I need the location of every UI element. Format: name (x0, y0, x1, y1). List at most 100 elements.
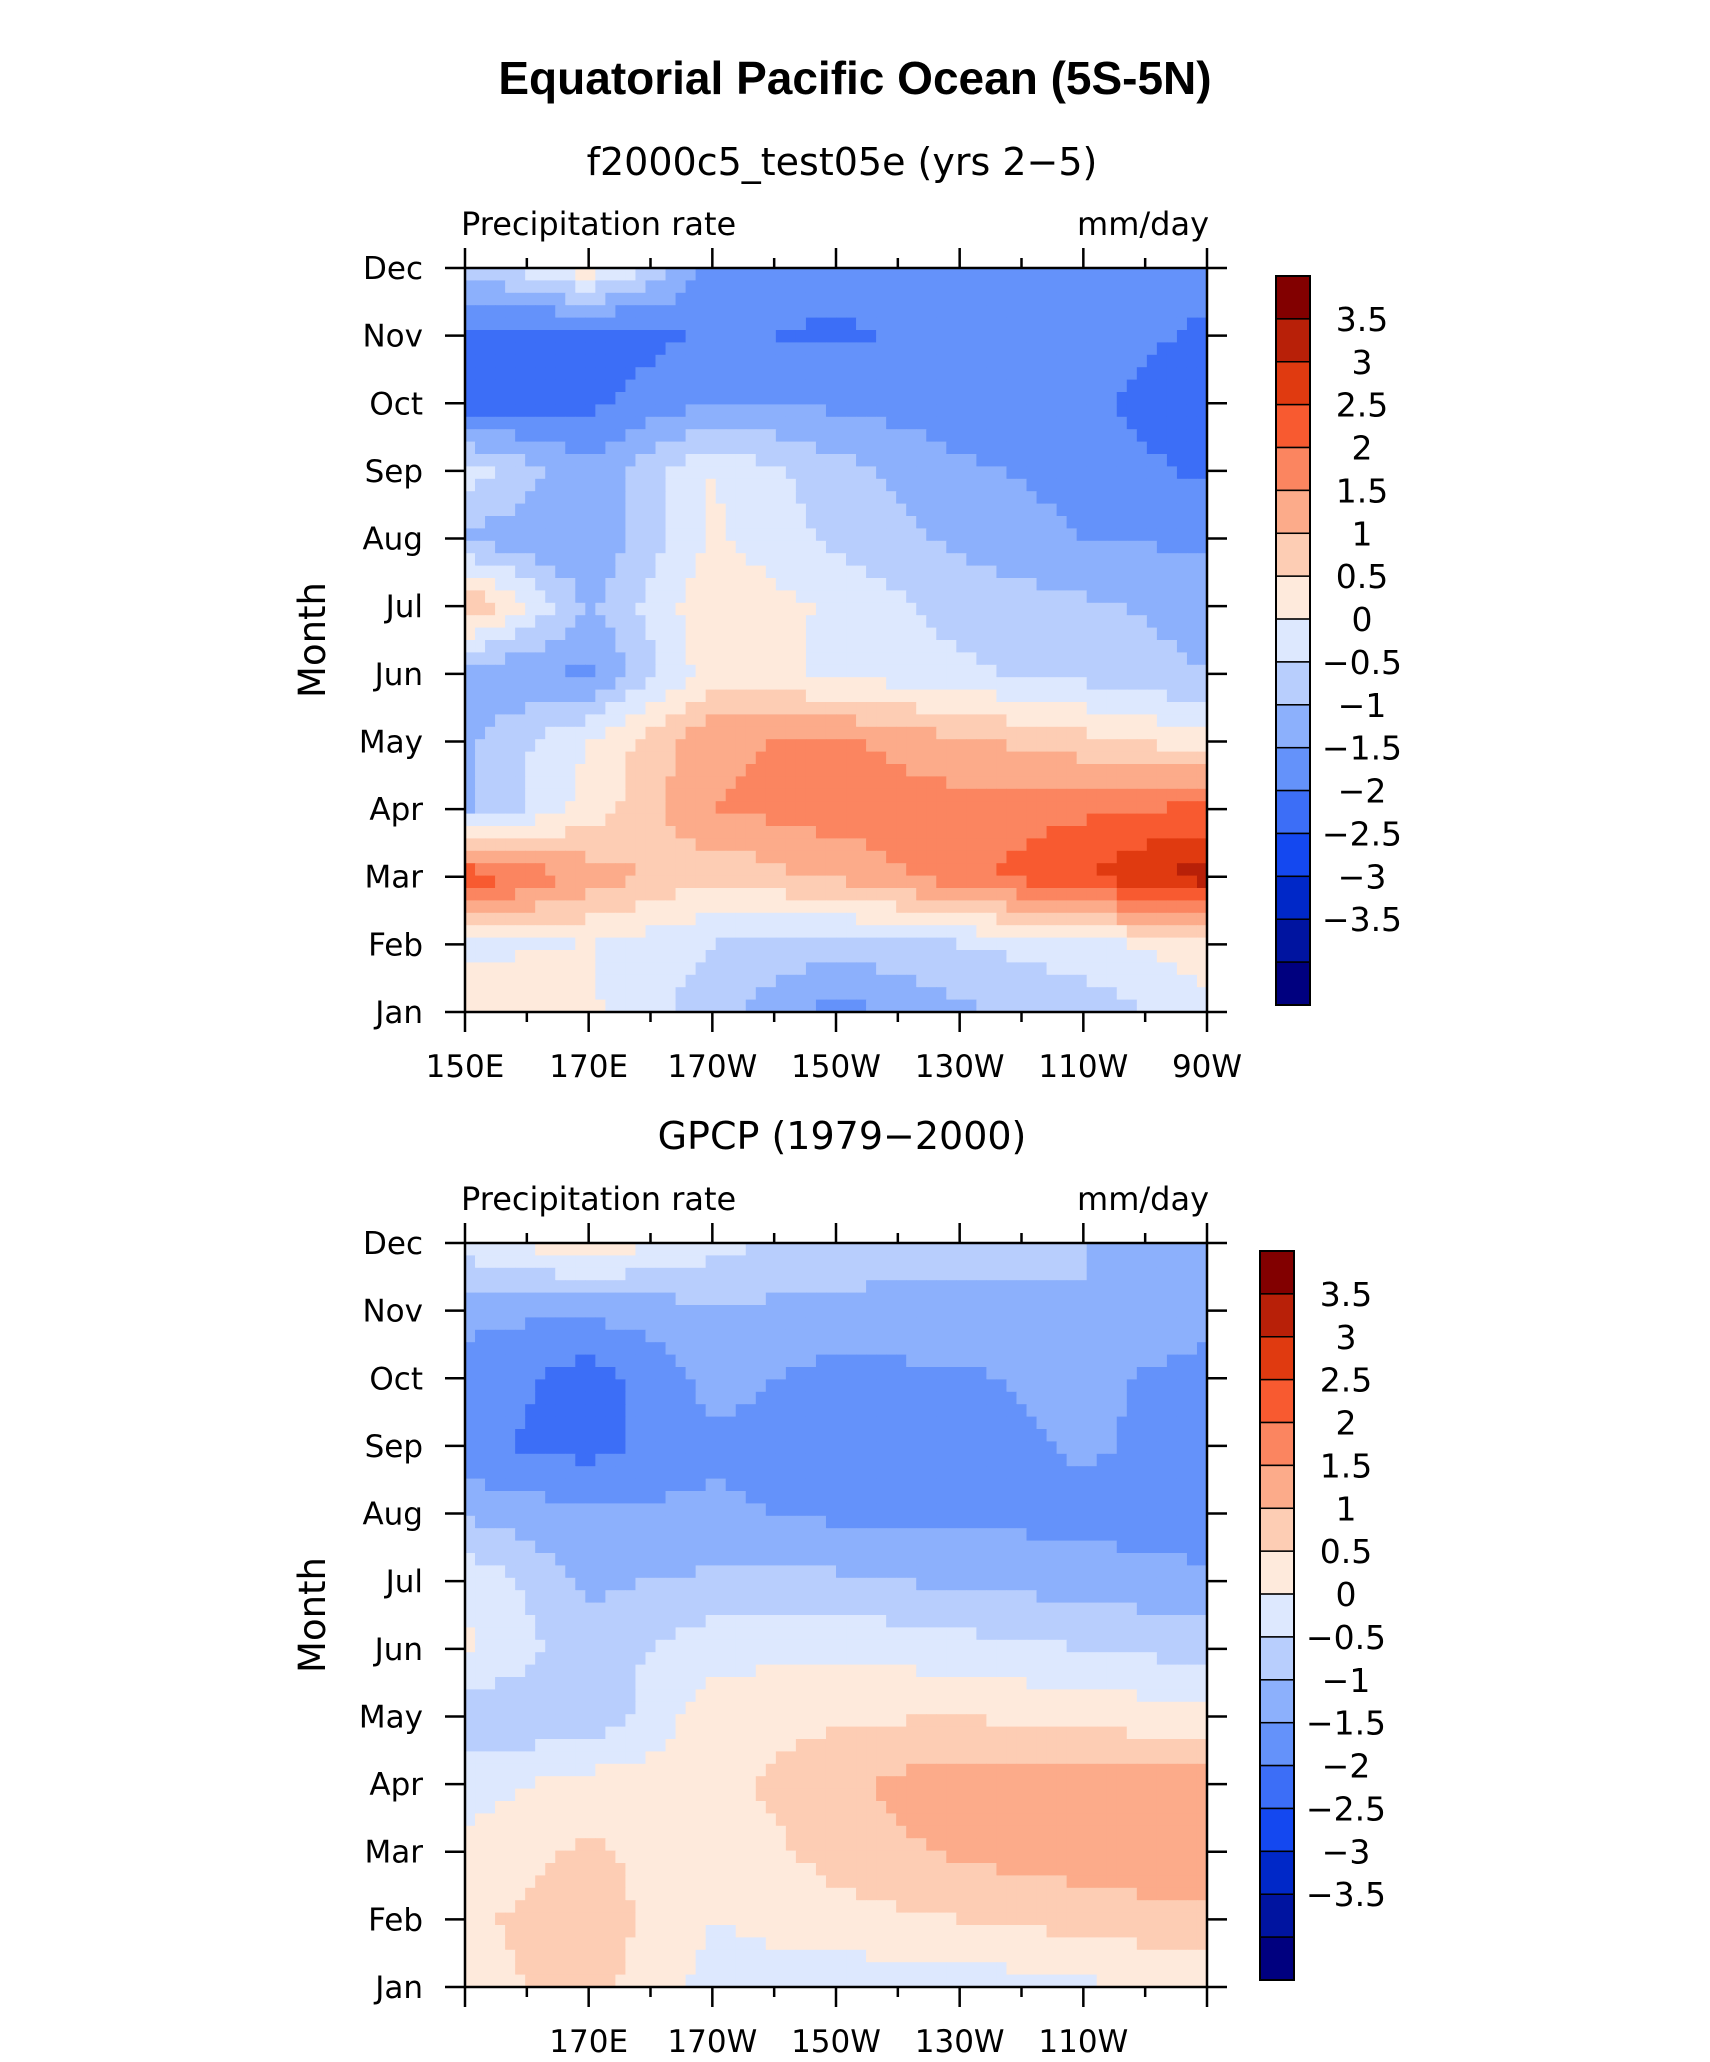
heatmap-cell (956, 925, 967, 939)
heatmap-cell (856, 751, 867, 765)
heatmap-cell (866, 813, 877, 827)
heatmap-cell (735, 268, 747, 281)
heatmap-cell (1186, 999, 1198, 1013)
heatmap-cell (1086, 478, 1098, 492)
y-tick-label: Feb (368, 927, 423, 963)
heatmap-cell (775, 912, 787, 926)
heatmap-cell (705, 689, 717, 703)
heatmap-cell (505, 491, 516, 505)
heatmap-cell (846, 491, 857, 505)
heatmap-cell (645, 640, 657, 653)
heatmap-cell (745, 305, 757, 319)
heatmap-cell (1066, 528, 1078, 542)
heatmap-cell (956, 950, 967, 963)
heatmap-cell (1026, 689, 1038, 703)
heatmap-cell (465, 292, 476, 306)
heatmap-cell (1036, 268, 1048, 281)
heatmap-cell (555, 974, 566, 988)
heatmap-cell (836, 850, 847, 864)
heatmap-cell (675, 726, 687, 740)
heatmap-cell (785, 751, 797, 765)
heatmap-cell (916, 354, 927, 368)
heatmap-cell (825, 392, 837, 405)
heatmap-cell (585, 776, 596, 790)
heatmap-cell (825, 937, 837, 951)
heatmap-cell (836, 354, 847, 368)
heatmap-cell (695, 863, 707, 877)
heatmap-cell (1126, 1305, 1138, 1318)
heatmap-cell (1056, 888, 1068, 901)
heatmap-cell (1066, 801, 1078, 815)
heatmap-cell (735, 503, 747, 517)
heatmap-cell (1146, 441, 1158, 455)
heatmap-cell (485, 776, 496, 790)
y-tick-label: Jun (373, 657, 423, 693)
heatmap-cell (575, 1267, 586, 1281)
heatmap-cell (665, 739, 677, 753)
heatmap-cell (926, 875, 937, 889)
heatmap-cell (625, 1267, 637, 1281)
heatmap-cell (585, 950, 596, 963)
heatmap-cell (1156, 875, 1168, 889)
heatmap-cell (956, 863, 967, 877)
heatmap-cell (956, 565, 967, 579)
heatmap-cell (836, 454, 847, 467)
heatmap-cell (896, 602, 907, 616)
heatmap-cell (896, 714, 907, 728)
heatmap-cell (1016, 788, 1028, 802)
heatmap-cell (1006, 702, 1018, 715)
heatmap-cell (775, 342, 787, 356)
heatmap-cell (1026, 528, 1038, 542)
heatmap-cell (946, 1305, 957, 1318)
heatmap-cell (906, 466, 917, 480)
heatmap-cell (1146, 540, 1158, 554)
heatmap-cell (846, 776, 857, 790)
heatmap-cell (1006, 540, 1018, 554)
heatmap-cell (465, 466, 476, 480)
heatmap-cell (1176, 677, 1188, 691)
heatmap-cell (916, 367, 927, 381)
heatmap-cell (575, 280, 586, 294)
heatmap-cell (856, 627, 867, 641)
heatmap-cell (1036, 317, 1048, 331)
heatmap-cell (1066, 590, 1078, 604)
heatmap-cell (615, 565, 627, 579)
heatmap-cell (475, 280, 486, 294)
heatmap-cell (595, 392, 606, 405)
heatmap-cell (725, 764, 737, 777)
heatmap-cell (1146, 478, 1158, 492)
heatmap-cell (1066, 441, 1078, 455)
heatmap-cell (535, 578, 546, 591)
heatmap-cell (555, 888, 566, 901)
heatmap-cell (625, 503, 637, 517)
heatmap-cell (1006, 553, 1018, 567)
heatmap-cell (906, 578, 917, 591)
heatmap-cell (515, 503, 526, 517)
heatmap-cell (946, 912, 957, 926)
heatmap-cell (615, 330, 627, 343)
heatmap-cell (605, 441, 617, 455)
heatmap-cell (655, 330, 667, 343)
heatmap-cell (775, 739, 787, 753)
heatmap-cell (1036, 454, 1048, 467)
heatmap-cell (715, 1292, 727, 1306)
heatmap-cell (615, 1292, 627, 1306)
heatmap-cell (866, 268, 877, 281)
heatmap-cell (966, 615, 977, 629)
heatmap-cell (1016, 776, 1028, 790)
heatmap-cell (1126, 788, 1138, 802)
heatmap-cell (1176, 441, 1188, 455)
heatmap-cell (735, 900, 747, 914)
heatmap-cell (695, 602, 707, 616)
heatmap-cell (605, 974, 617, 988)
heatmap-cell (926, 342, 937, 356)
heatmap-cell (996, 540, 1008, 554)
heatmap-cell (1126, 850, 1138, 864)
heatmap-cell (625, 404, 637, 418)
heatmap-cell (565, 466, 576, 480)
heatmap-cell (625, 516, 637, 529)
heatmap-cell (846, 317, 857, 331)
heatmap-cell (1046, 863, 1058, 877)
heatmap-cell (665, 702, 677, 715)
heatmap-cell (775, 838, 787, 852)
